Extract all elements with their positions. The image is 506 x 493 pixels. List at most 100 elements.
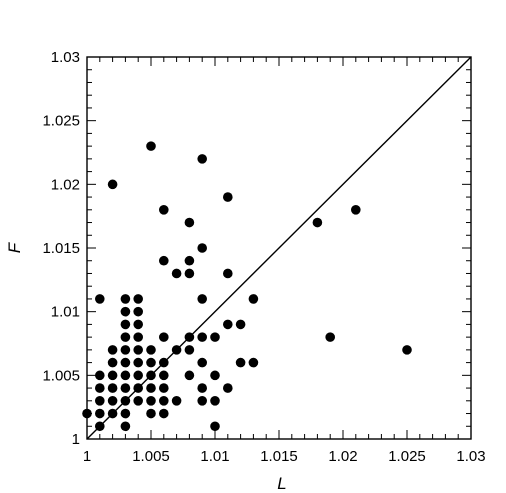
plot-frame [86, 56, 472, 440]
data-point [210, 370, 220, 381]
data-point [159, 255, 169, 266]
data-points [82, 141, 412, 432]
data-point [95, 370, 105, 381]
y-tick-labels: 1 1.005 1.01 1.015 1.02 1.025 1.03 [42, 49, 80, 448]
data-point [159, 357, 169, 368]
data-point [107, 408, 118, 419]
data-point [171, 396, 182, 406]
data-point [133, 370, 143, 381]
data-point [120, 345, 131, 355]
data-point [107, 357, 118, 368]
data-point [133, 383, 143, 393]
data-point [133, 357, 143, 368]
data-point [248, 357, 259, 368]
data-point [159, 370, 169, 381]
data-point [159, 408, 169, 419]
data-point [197, 396, 207, 406]
data-point [197, 332, 207, 342]
data-point [197, 357, 207, 368]
data-point [107, 396, 118, 406]
data-point [95, 408, 105, 419]
data-point [197, 383, 207, 393]
data-point [95, 294, 105, 304]
data-point [120, 370, 131, 381]
data-point [120, 306, 131, 317]
data-point [184, 217, 195, 228]
reference-line-y-equals-x [86, 56, 472, 440]
data-point [133, 306, 143, 317]
data-point [197, 154, 207, 164]
data-point [107, 383, 118, 393]
data-point [120, 408, 131, 419]
data-point [184, 370, 195, 381]
data-point [146, 383, 156, 393]
data-point [235, 357, 246, 368]
data-point [325, 332, 336, 342]
data-point [146, 357, 156, 368]
x-tick-label: 1 [83, 448, 91, 465]
y-tick-label: 1.015 [42, 240, 80, 257]
y-tick-label: 1.005 [42, 367, 80, 384]
data-point [159, 332, 169, 342]
data-point [107, 179, 118, 190]
data-point [120, 357, 131, 368]
data-point [146, 141, 156, 151]
data-point [133, 294, 143, 304]
data-point [223, 268, 233, 279]
data-point [312, 217, 323, 228]
data-point [210, 332, 220, 342]
data-point [120, 383, 131, 393]
data-point [351, 205, 361, 215]
data-point [184, 332, 195, 342]
x-tick-labels: 1 1.005 1.01 1.015 1.02 1.025 1.03 [83, 448, 486, 465]
data-point [159, 205, 169, 215]
data-point [107, 370, 118, 381]
data-point [133, 345, 143, 355]
data-point [248, 294, 259, 304]
data-point [120, 294, 131, 304]
x-tick-label: 1.015 [260, 448, 298, 465]
y-tick-label: 1.02 [51, 176, 80, 193]
x-tick-label: 1.01 [200, 448, 229, 465]
data-point [184, 345, 195, 355]
data-point [210, 396, 220, 406]
data-point [197, 294, 207, 304]
y-tick-label: 1 [72, 431, 80, 448]
data-point [159, 383, 169, 393]
data-point [107, 345, 118, 355]
data-point [402, 345, 412, 355]
data-point [171, 268, 182, 279]
data-point [171, 345, 182, 355]
data-point [184, 268, 195, 279]
data-point [120, 319, 131, 330]
data-point [120, 421, 131, 432]
y-axis-label: F [5, 241, 24, 253]
data-point [95, 421, 105, 432]
data-point [210, 421, 220, 432]
data-point [133, 332, 143, 342]
y-tick-label: 1.01 [51, 304, 80, 321]
x-tick-label: 1.03 [456, 448, 485, 465]
data-point [146, 345, 156, 355]
data-point [146, 396, 156, 406]
data-point [184, 255, 195, 266]
data-point [133, 319, 143, 330]
data-point [235, 319, 246, 330]
y-tick-label: 1.025 [42, 113, 80, 130]
data-point [223, 192, 233, 202]
x-axis-label: L [277, 474, 286, 493]
y-tick-label: 1.03 [51, 49, 80, 66]
data-point [197, 243, 207, 253]
data-point [223, 383, 233, 393]
x-tick-label: 1.025 [388, 448, 426, 465]
x-tick-label: 1.005 [132, 448, 170, 465]
data-point [95, 396, 105, 406]
data-point [120, 396, 131, 406]
data-point [95, 383, 105, 393]
data-point [159, 396, 169, 406]
data-point [146, 408, 156, 419]
data-point [133, 396, 143, 406]
data-point [120, 332, 131, 342]
